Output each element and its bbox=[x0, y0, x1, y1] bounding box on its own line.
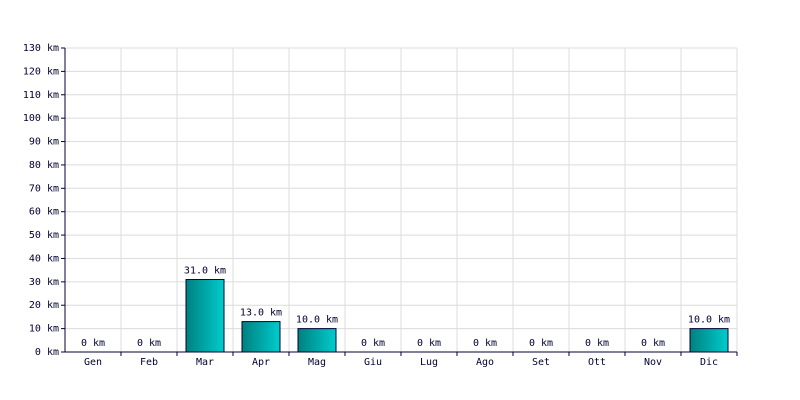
x-tick-label: Apr bbox=[252, 357, 270, 368]
y-tick-label: 100 km bbox=[23, 113, 59, 124]
y-tick-label: 10 km bbox=[29, 324, 59, 335]
bar bbox=[185, 279, 225, 353]
y-tick-label: 130 km bbox=[23, 43, 59, 54]
x-tick-label: Ago bbox=[476, 357, 494, 368]
value-label: 0 km bbox=[473, 338, 497, 349]
value-label: 0 km bbox=[361, 338, 385, 349]
x-tick-label: Lug bbox=[420, 357, 438, 368]
y-tick-label: 90 km bbox=[29, 137, 59, 148]
y-tick-label: 50 km bbox=[29, 230, 59, 241]
value-label: 0 km bbox=[585, 338, 609, 349]
x-tick-label: Mag bbox=[308, 357, 326, 368]
x-tick-label: Feb bbox=[140, 357, 158, 368]
x-tick-label: Mar bbox=[196, 357, 214, 368]
y-tick-label: 120 km bbox=[23, 66, 59, 77]
x-tick-label: Dic bbox=[700, 357, 718, 368]
x-tick-label: Ott bbox=[588, 357, 606, 368]
y-tick-label: 80 km bbox=[29, 160, 59, 171]
value-label: 0 km bbox=[137, 338, 161, 349]
y-tick-label: 110 km bbox=[23, 90, 59, 101]
y-tick-label: 40 km bbox=[29, 253, 59, 264]
x-tick-label: Set bbox=[532, 357, 550, 368]
value-label: 0 km bbox=[417, 338, 441, 349]
x-tick-label: Giu bbox=[364, 357, 382, 368]
y-tick-label: 70 km bbox=[29, 183, 59, 194]
y-tick-label: 20 km bbox=[29, 300, 59, 311]
value-label: 10.0 km bbox=[296, 315, 338, 326]
value-label: 13.0 km bbox=[240, 308, 282, 319]
bar bbox=[689, 328, 729, 353]
value-label: 31.0 km bbox=[184, 266, 226, 277]
value-label: 0 km bbox=[529, 338, 553, 349]
x-tick-label: Gen bbox=[84, 357, 102, 368]
y-tick-label: 30 km bbox=[29, 277, 59, 288]
value-label: 0 km bbox=[81, 338, 105, 349]
bar bbox=[241, 321, 281, 353]
value-label: 0 km bbox=[641, 338, 665, 349]
y-tick-label: 0 km bbox=[35, 347, 59, 358]
y-tick-label: 60 km bbox=[29, 207, 59, 218]
value-label: 10.0 km bbox=[688, 315, 730, 326]
bar bbox=[297, 328, 337, 353]
x-tick-label: Nov bbox=[644, 357, 662, 368]
